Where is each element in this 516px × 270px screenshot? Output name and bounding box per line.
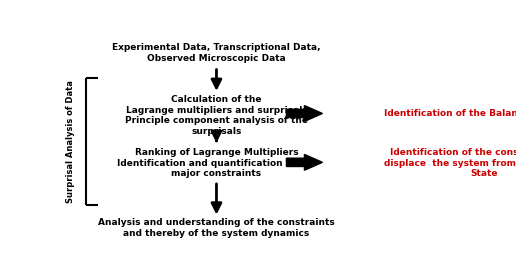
Text: Identification of the Balanced State: Identification of the Balanced State (384, 109, 516, 118)
Polygon shape (286, 154, 322, 170)
Text: Surprisal Analysis of Data: Surprisal Analysis of Data (66, 80, 75, 203)
Text: Ranking of Lagrange Multipliers
Identification and quantification of the
major c: Ranking of Lagrange Multipliers Identifi… (117, 148, 316, 178)
Text: Calculation of the
Lagrange multipliers and surprisals
Principle component analy: Calculation of the Lagrange multipliers … (125, 96, 308, 136)
Text: Experimental Data, Transcriptional Data,
Observed Microscopic Data: Experimental Data, Transcriptional Data,… (112, 43, 321, 63)
Text: Analysis and understanding of the constraints
and thereby of the system dynamics: Analysis and understanding of the constr… (98, 218, 335, 238)
Polygon shape (286, 106, 322, 122)
Text: Identification of the constraints that
displace  the system from the  Balance
St: Identification of the constraints that d… (384, 148, 516, 178)
